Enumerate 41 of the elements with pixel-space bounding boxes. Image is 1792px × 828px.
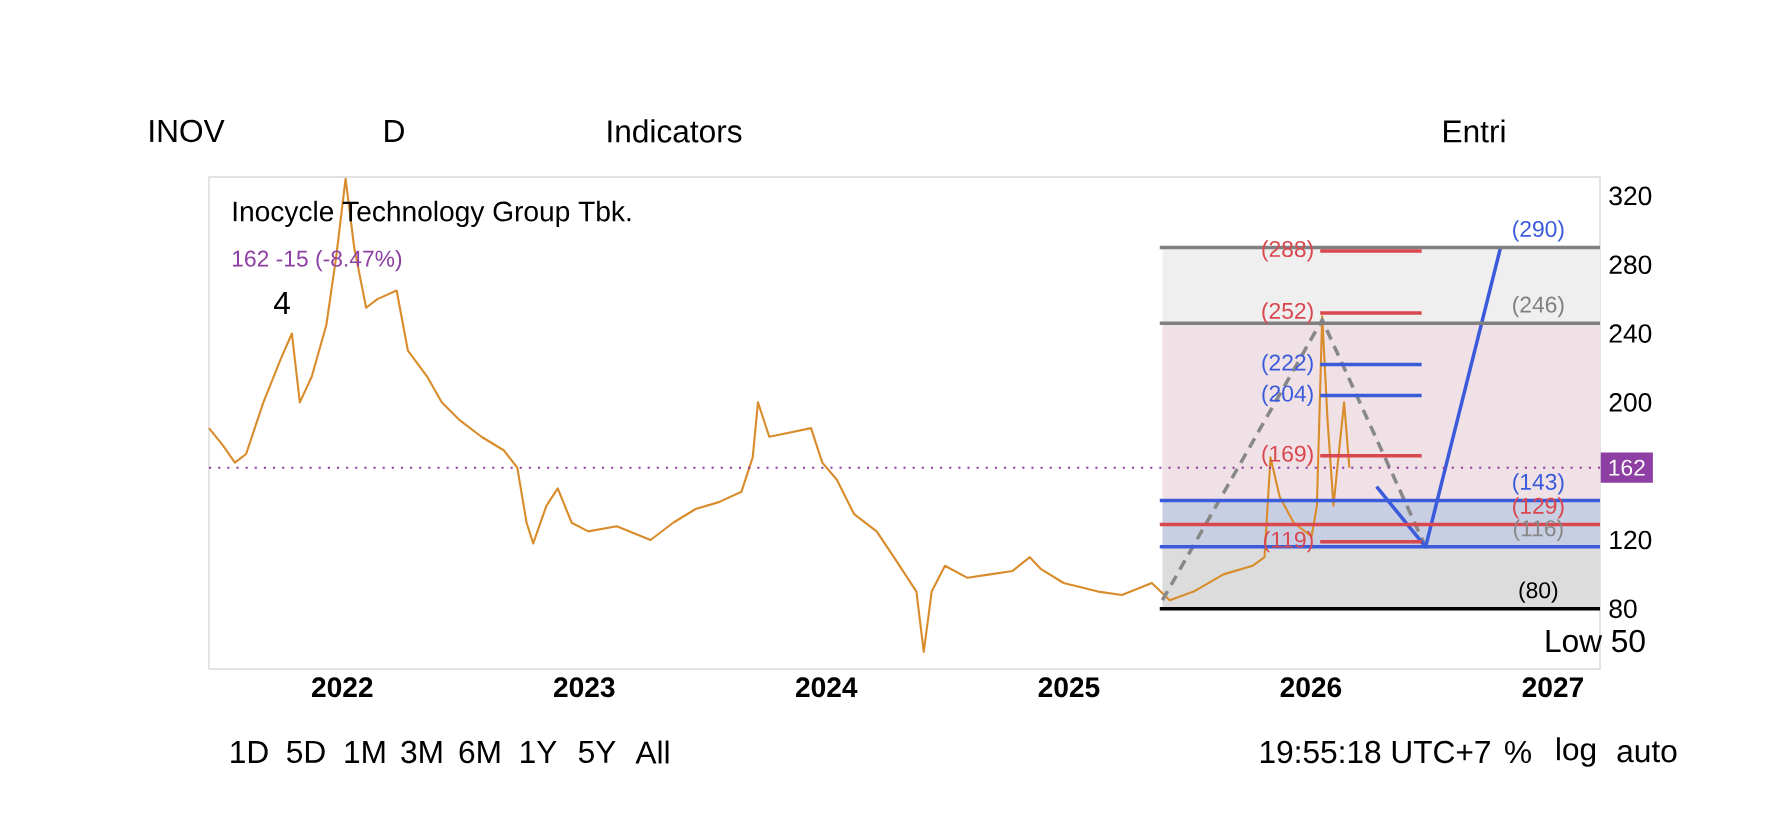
x-tick-label: 2024 <box>795 677 858 698</box>
y-tick-label: 120 <box>1610 530 1652 550</box>
text: 19:55:18 UTC+7 <box>1260 740 1490 764</box>
annotation: Low 50 <box>1546 629 1645 653</box>
annotation: (252) <box>1262 302 1313 324</box>
text: log <box>1557 737 1596 767</box>
text: 5D <box>287 740 325 764</box>
y-tick-label: 280 <box>1609 255 1652 275</box>
annotation: (246) <box>1513 295 1564 318</box>
annotation: (169) <box>1262 445 1313 467</box>
text: 6M <box>459 740 500 764</box>
annotation: (80) <box>1519 581 1558 603</box>
annotation: (290) <box>1513 220 1564 242</box>
x-tick-label: 2027 <box>1522 677 1583 698</box>
text: INOV <box>150 119 225 143</box>
annotation: 4 <box>273 292 290 314</box>
annotation: (143) <box>1513 473 1564 495</box>
y-tick-label: 200 <box>1609 393 1652 412</box>
x-tick-label: 2023 <box>553 677 615 698</box>
text: All <box>635 740 669 764</box>
y-tick-label: 80 <box>1609 599 1637 619</box>
text: 5Y <box>578 740 616 764</box>
x-tick-label: 2025 <box>1038 677 1100 698</box>
annotation: (129) <box>1513 497 1564 519</box>
annotation: (204) <box>1262 384 1313 407</box>
text: Entri <box>1444 119 1505 143</box>
annotation: (116) <box>1513 519 1563 541</box>
text: D <box>385 120 404 142</box>
text: 1Y <box>521 741 557 763</box>
ref-line-label: 162 <box>1609 459 1645 476</box>
x-tick-label: 2022 <box>311 677 373 698</box>
text: % <box>1505 740 1531 764</box>
annotation: (222) <box>1262 353 1313 376</box>
y-tick-label: 320 <box>1609 186 1652 206</box>
text: 3M <box>401 740 442 764</box>
x-tick-label: 2026 <box>1280 677 1342 698</box>
text: 1M <box>345 741 385 763</box>
text: 1D <box>231 741 268 763</box>
text: auto <box>1617 741 1677 763</box>
text: Indicators <box>608 119 742 143</box>
y-tick-label: 240 <box>1609 324 1652 343</box>
